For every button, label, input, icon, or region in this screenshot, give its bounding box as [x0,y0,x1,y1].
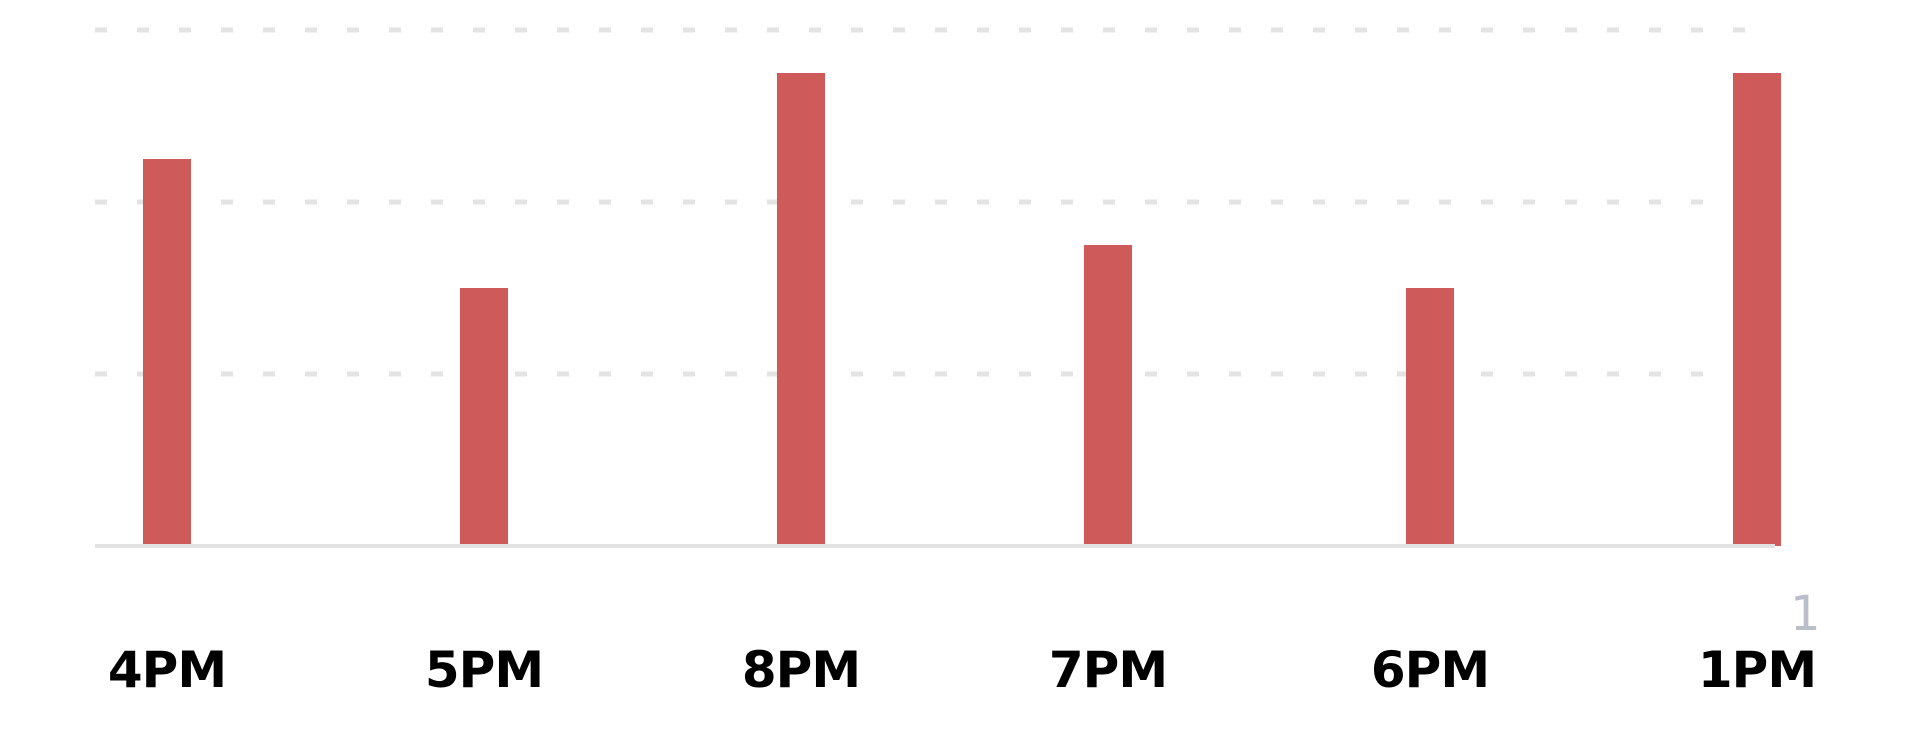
bars [143,73,1781,546]
bar-7pm [1084,245,1132,546]
side-mark-label: 1 [1790,586,1821,642]
bar-8pm [777,73,825,546]
x-tick-label-5pm: 5PM [425,641,543,699]
x-tick-labels: 4PM 5PM 8PM 7PM 6PM 1PM [108,641,1817,699]
x-tick-label-4pm: 4PM [108,641,226,699]
bar-1pm [1733,73,1781,546]
x-tick-label-8pm: 8PM [742,641,860,699]
x-tick-label-6pm: 6PM [1371,641,1489,699]
x-tick-label-1pm: 1PM [1698,641,1816,699]
bar-4pm [143,159,191,546]
x-tick-label-7pm: 7PM [1049,641,1167,699]
bar-5pm [460,288,508,546]
bar-6pm [1406,288,1454,546]
gridlines [95,27,1775,377]
